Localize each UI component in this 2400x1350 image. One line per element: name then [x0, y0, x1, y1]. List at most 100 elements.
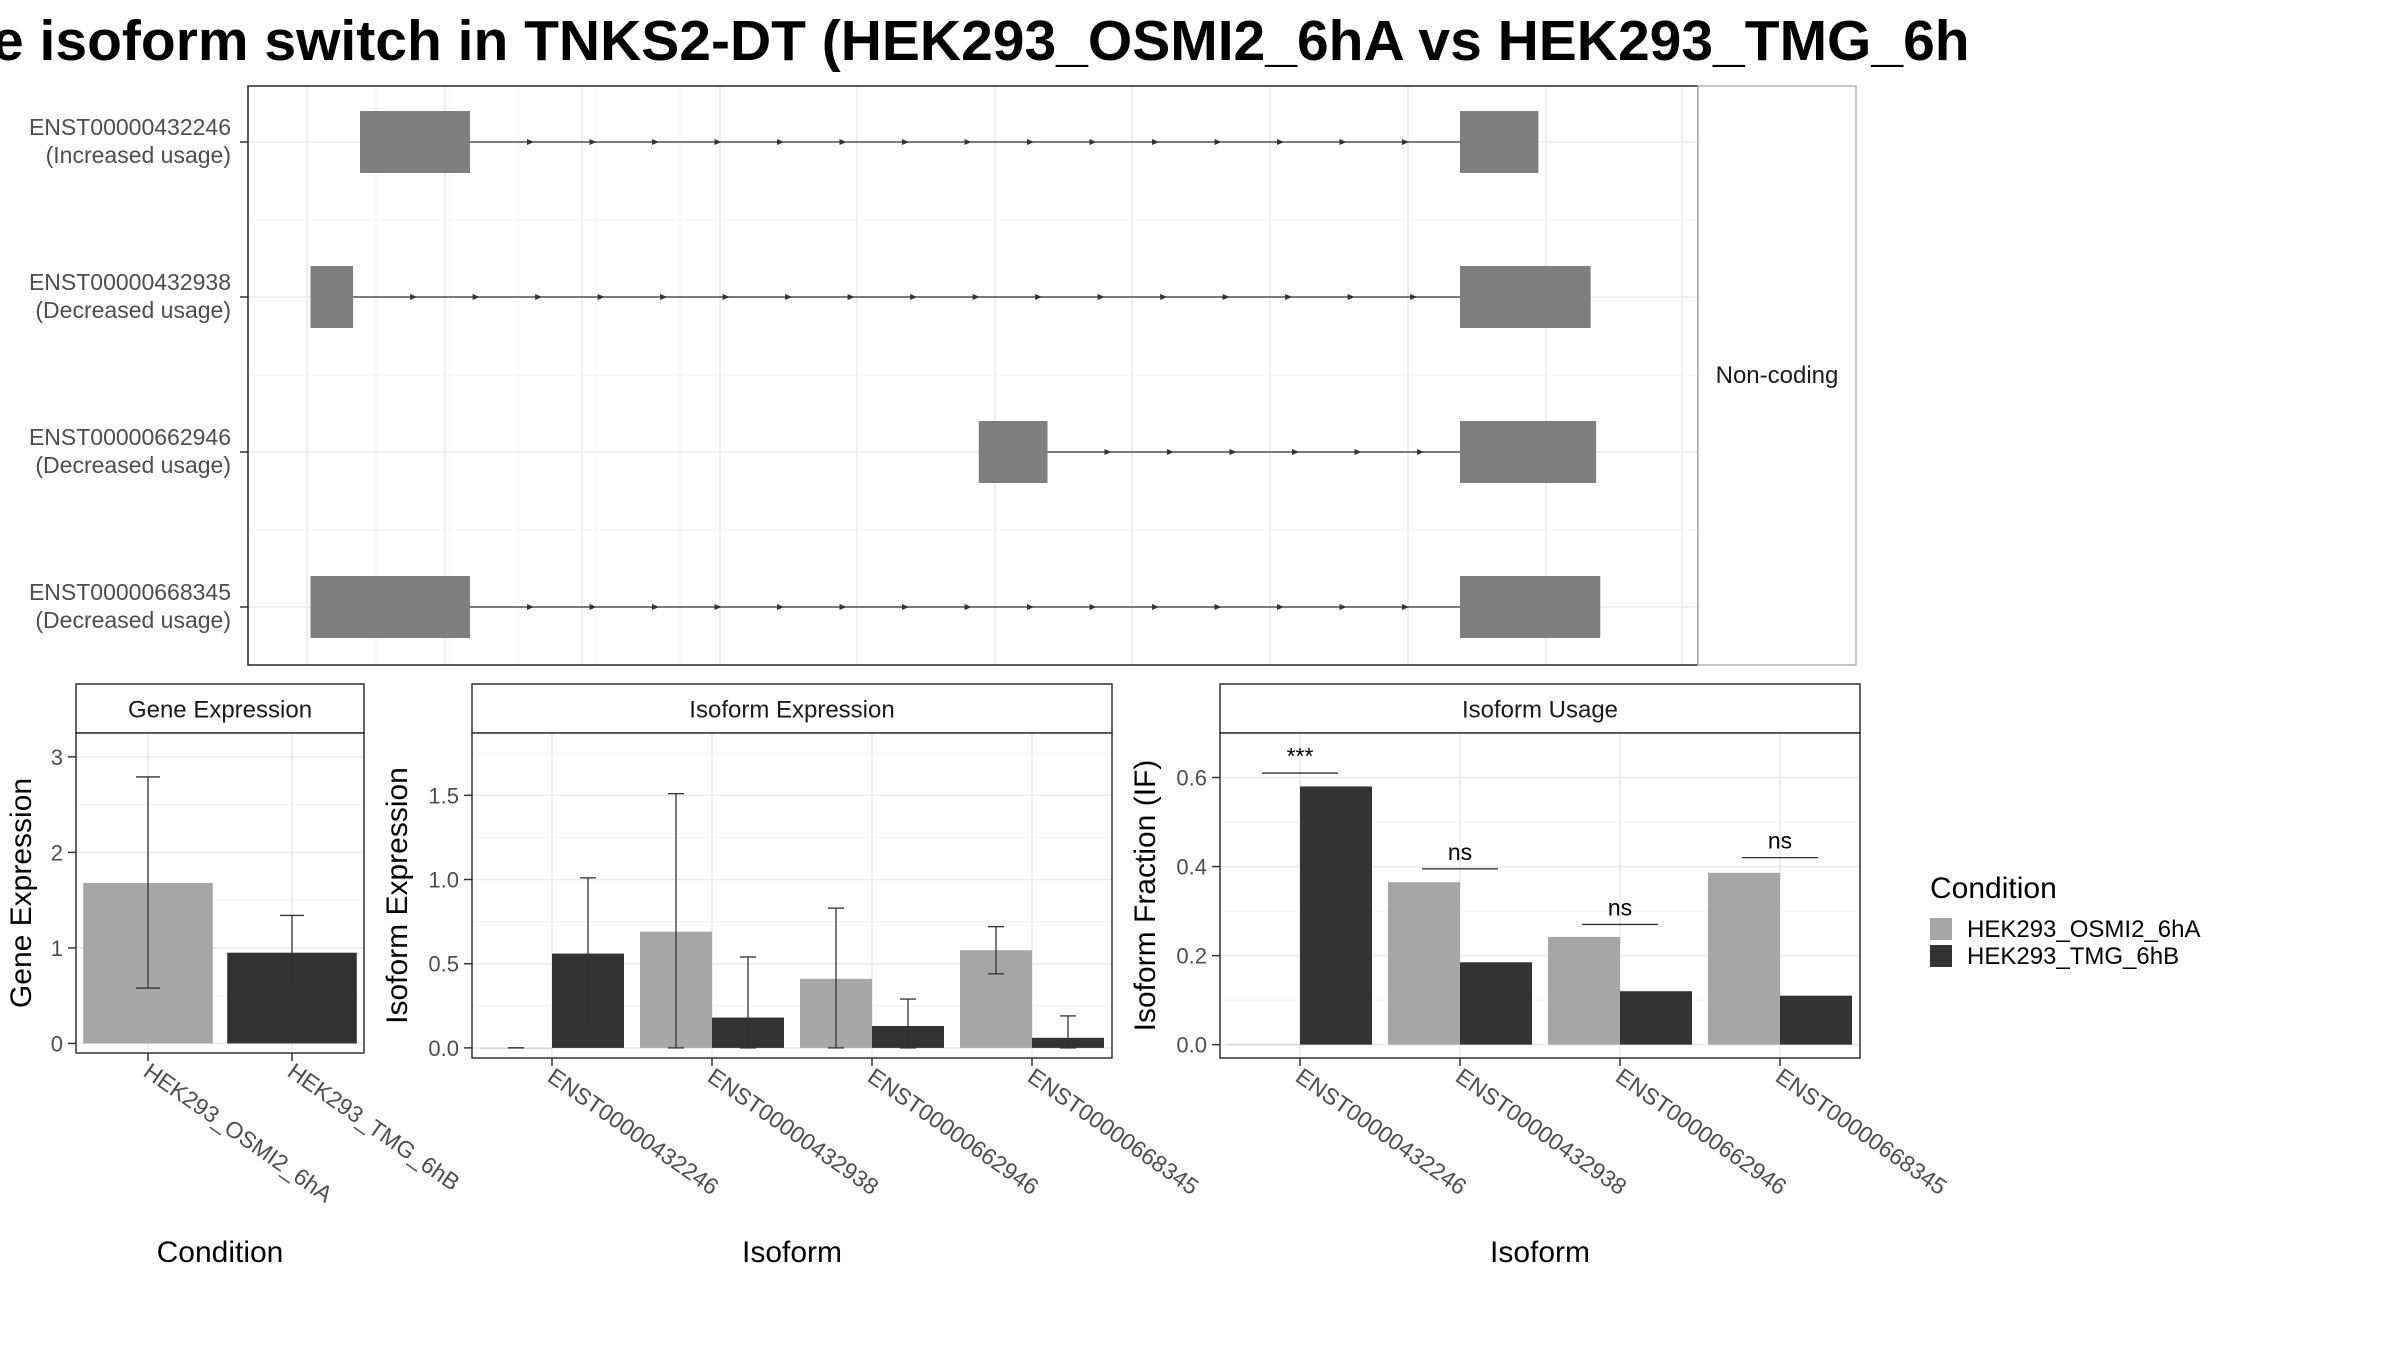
intron-arrow [472, 294, 480, 300]
panel-border [471, 732, 1113, 1059]
figure-title: e isoform switch in TNKS2-DT (HEK293_OSM… [0, 9, 1970, 73]
intron-arrow [527, 139, 534, 145]
intron-arrow [1152, 604, 1159, 610]
intron-arrow [660, 294, 668, 300]
legend-title: Condition [1930, 872, 2057, 905]
y-tick-label: 0.6 [1176, 766, 1207, 791]
bar [1228, 1044, 1300, 1046]
intron-arrow [847, 294, 855, 300]
intron-arrow [714, 604, 722, 610]
isoform-status: (Decreased usage) [35, 452, 231, 478]
intron-arrow [589, 139, 597, 145]
bar [1300, 786, 1372, 1045]
intron-arrow [839, 139, 847, 145]
intron-arrow [714, 139, 722, 145]
intron-arrow [597, 294, 605, 300]
strip-label: Non-coding [1716, 362, 1839, 389]
bar [1780, 995, 1852, 1045]
intron-arrow [1402, 139, 1409, 145]
intron-arrow [1035, 294, 1043, 300]
x-tick-label: ENST00000432938 [703, 1063, 883, 1200]
panel-strip [1219, 683, 1861, 734]
panel-border [1219, 732, 1861, 1059]
legend-swatch [1930, 945, 1952, 967]
isoform-label: ENST00000662946 [29, 424, 231, 450]
intron-arrow [652, 139, 659, 145]
bar [1708, 872, 1780, 1045]
intron-arrow [1160, 294, 1168, 300]
intron-arrow [1027, 139, 1034, 145]
intron-arrow [1214, 604, 1222, 610]
intron-arrow [839, 604, 847, 610]
intron-arrow [410, 294, 418, 300]
panel-title: Gene Expression [128, 697, 312, 724]
intron-arrow [1089, 139, 1097, 145]
panel-title: Isoform Usage [1462, 697, 1618, 724]
intron-arrow [972, 294, 980, 300]
x-axis-title: Condition [157, 1236, 284, 1269]
panel-strip [75, 683, 365, 734]
intron-arrow [777, 139, 784, 145]
intron-arrow [1402, 604, 1409, 610]
x-axis-title: Isoform [742, 1236, 842, 1269]
intron-arrow [1167, 449, 1174, 455]
intron-arrow [1277, 139, 1284, 145]
exon-rect [1460, 421, 1597, 483]
y-tick-label: 1 [51, 936, 63, 961]
significance-label: ns [1448, 839, 1472, 865]
x-tick-label: ENST00000662946 [1611, 1063, 1791, 1200]
significance-label: ns [1608, 894, 1632, 920]
legend-label: HEK293_TMG_6hB [1967, 943, 2179, 970]
y-axis-title: Isoform Fraction (IF) [1129, 760, 1162, 1032]
panel-border [75, 732, 365, 1054]
isoform-status: (Decreased usage) [35, 297, 231, 323]
x-tick-label: ENST00000668345 [1771, 1063, 1951, 1200]
isoform-expression-panel: Isoform Expression 0.0 0.5 1.0 1.5 ENST000004… [381, 683, 1204, 1269]
x-tick-label: ENST00000432938 [1451, 1063, 1631, 1200]
intron-arrow [589, 604, 597, 610]
bar [1620, 991, 1692, 1045]
structure-strip [1697, 85, 1857, 666]
bar [1548, 936, 1620, 1045]
isoform-usage-panel: Isoform Usage 0.0 0.2 0.4 0.6 *** ns ns ns ENST00… [1129, 683, 1952, 1269]
y-tick-label: 0.5 [428, 952, 459, 977]
intron-arrow [785, 294, 793, 300]
intron-arrow [1027, 604, 1034, 610]
y-axis-title: Gene Expression [5, 778, 38, 1008]
intron-arrow [1285, 294, 1293, 300]
intron-arrow [652, 604, 659, 610]
intron-arrow [777, 604, 784, 610]
x-tick-label: ENST00000432246 [1291, 1063, 1471, 1200]
bar [1460, 962, 1532, 1045]
intron-arrow [1222, 294, 1230, 300]
legend-label: HEK293_OSMI2_6hA [1967, 916, 2200, 943]
isoform-structure-panel: ENST00000432246(Increased usage) ENST0000… [29, 85, 1857, 666]
bar [1388, 882, 1460, 1045]
x-tick-label: ENST00000432246 [543, 1063, 723, 1200]
panel-strip [471, 683, 1113, 734]
intron-arrow [1152, 139, 1159, 145]
significance-label: *** [1287, 743, 1314, 769]
intron-arrow [1214, 139, 1222, 145]
isoform-label: ENST00000432246 [29, 114, 231, 140]
y-tick-label: 0.4 [1176, 855, 1207, 880]
isoform-label: ENST00000432938 [29, 269, 231, 295]
intron-arrow [1410, 294, 1418, 300]
x-axis-title: Isoform [1490, 1236, 1590, 1269]
exon-rect [310, 576, 470, 638]
y-tick-label: 3 [51, 745, 63, 770]
y-axis-title: Isoform Expression [381, 767, 414, 1024]
intron-arrow [722, 294, 730, 300]
x-tick-label: ENST00000668345 [1023, 1063, 1203, 1200]
intron-arrow [1229, 449, 1237, 455]
intron-arrow [1097, 294, 1105, 300]
intron-arrow [1292, 449, 1299, 455]
intron-arrow [910, 294, 918, 300]
exon-rect [1460, 266, 1591, 328]
panel-title: Isoform Expression [689, 697, 894, 724]
y-tick-label: 0 [51, 1031, 63, 1056]
exon-rect [310, 266, 354, 328]
intron-arrow [1104, 449, 1112, 455]
